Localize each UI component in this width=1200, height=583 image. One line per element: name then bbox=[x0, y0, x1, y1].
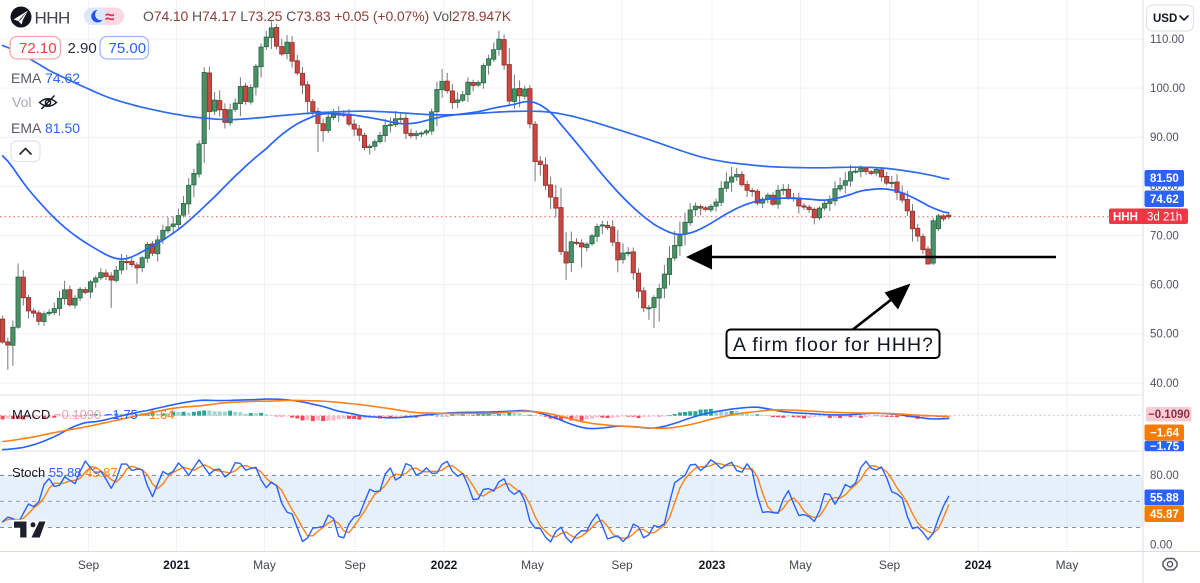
svg-text:MACD −0.1090 −1.75 −1.64: MACD −0.1090 −1.75 −1.64 bbox=[12, 407, 174, 422]
svg-text:50.00: 50.00 bbox=[1150, 329, 1179, 341]
svg-text:74.62: 74.62 bbox=[45, 70, 80, 86]
svg-text:70.00: 70.00 bbox=[1150, 230, 1179, 242]
svg-text:40.00: 40.00 bbox=[1150, 378, 1179, 390]
svg-text:2023: 2023 bbox=[699, 558, 726, 572]
svg-text:HHH: HHH bbox=[1113, 211, 1138, 223]
svg-text:Sep: Sep bbox=[879, 558, 901, 572]
svg-text:2.90: 2.90 bbox=[68, 40, 97, 57]
svg-text:Sep: Sep bbox=[344, 558, 366, 572]
svg-text:≈: ≈ bbox=[105, 8, 114, 27]
svg-text:0.00: 0.00 bbox=[1150, 540, 1172, 552]
svg-text:3d 21h: 3d 21h bbox=[1147, 211, 1182, 223]
svg-text:May: May bbox=[253, 558, 276, 572]
svg-text:2024: 2024 bbox=[965, 558, 992, 572]
svg-text:EMA: EMA bbox=[11, 70, 42, 86]
svg-text:2021: 2021 bbox=[163, 558, 190, 572]
svg-text:HHH: HHH bbox=[35, 9, 70, 28]
svg-text:−0.1090: −0.1090 bbox=[1148, 409, 1190, 421]
svg-text:−1.64: −1.64 bbox=[1150, 428, 1180, 440]
svg-text:−1.75: −1.75 bbox=[1150, 441, 1180, 453]
svg-text:90.00: 90.00 bbox=[1150, 132, 1179, 144]
svg-text:A firm floor for HHH?: A firm floor for HHH? bbox=[733, 334, 934, 356]
svg-text:May: May bbox=[521, 558, 544, 572]
svg-text:80.00: 80.00 bbox=[1150, 470, 1179, 482]
svg-text:110.00: 110.00 bbox=[1150, 34, 1184, 46]
svg-text:O74.10 H74.17 L73.25 C73.83 +0: O74.10 H74.17 L73.25 C73.83 +0.05 (+0.07… bbox=[143, 8, 512, 24]
svg-text:100.00: 100.00 bbox=[1150, 83, 1185, 95]
svg-text:60.00: 60.00 bbox=[1150, 280, 1179, 292]
svg-text:USD: USD bbox=[1153, 13, 1177, 25]
svg-text:81.50: 81.50 bbox=[1150, 173, 1179, 185]
svg-text:May: May bbox=[789, 558, 812, 572]
svg-text:2022: 2022 bbox=[431, 558, 458, 572]
svg-text:75.00: 75.00 bbox=[109, 40, 147, 57]
svg-text:Vol: Vol bbox=[12, 94, 31, 110]
svg-text:45.87: 45.87 bbox=[1150, 509, 1179, 521]
svg-text:Sep: Sep bbox=[611, 558, 633, 572]
svg-text:Sep: Sep bbox=[78, 558, 100, 572]
svg-text:May: May bbox=[1056, 558, 1079, 572]
svg-text:EMA: EMA bbox=[11, 120, 42, 136]
svg-text:72.10: 72.10 bbox=[19, 40, 57, 57]
svg-text:55.88: 55.88 bbox=[1150, 493, 1179, 505]
svg-text:81.50: 81.50 bbox=[45, 120, 80, 136]
svg-text:Stoch 55.88 45.87: Stoch 55.88 45.87 bbox=[12, 465, 118, 480]
svg-text:74.62: 74.62 bbox=[1150, 194, 1179, 206]
